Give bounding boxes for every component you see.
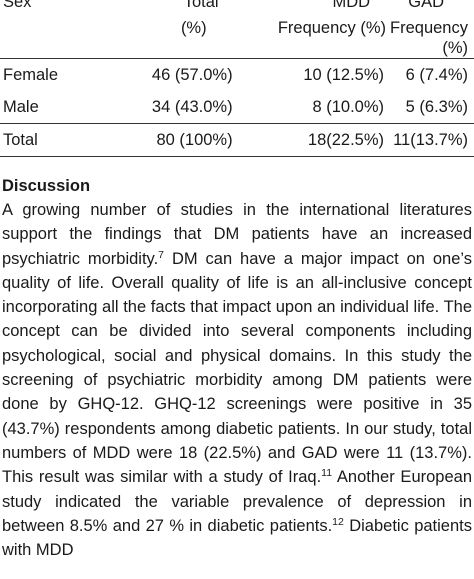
body-paragraph: A growing number of studies in the inter… [2,198,472,562]
paragraph-text: A growing number of studies in the inter… [2,201,472,268]
subheader-sex [0,15,81,59]
table-header-row: Sex Total MDD GAD [0,0,474,15]
header-sex: Sex [3,0,32,11]
cell-total: 80 (100%) [80,123,239,157]
cell-mdd: 18(22.5%) [238,123,391,157]
table-subheader-row: (%) Frequency (%) Frequency (%) [0,15,474,59]
cell-total: 46 (57.0%) [151,66,233,84]
header-mdd: MDD [332,0,371,11]
cell-sex: Male [3,98,39,116]
cell-sex: Female [3,66,59,84]
paragraph-text: DM can have a major impact on one’s qual… [2,249,473,487]
cell-gad: 6 (7.4%) [405,66,468,84]
subheader-gad-unit: Frequency (%) [390,15,474,59]
prevalence-table: Sex Total MDD GAD (%) Frequency (%) Freq… [0,0,474,157]
table-total-row: Total 80 (100%) 18(22.5%) 11(13.7%) [0,123,474,157]
cell-mdd: 8 (10.0%) [312,98,385,116]
discussion-section: Discussion A growing number of studies i… [2,174,472,562]
citation-ref: 12 [332,515,344,528]
table-row: Male 34 (43.0%) 8 (10.0%) 5 (6.3%) [0,91,474,124]
paragraph-text: Another European study indicated the var… [2,468,472,535]
table-row: Female 46 (57.0%) 10 (12.5%) 6 (7.4%) [0,59,474,92]
paragraph-text: Diabetic patients with MDD [2,516,472,560]
subheader-total-unit: (%) [80,15,239,59]
section-heading: Discussion [2,177,91,195]
cell-gad: 11(13.7%) [390,123,474,157]
subheader-mdd-unit: Frequency (%) [238,15,391,59]
header-total: Total [183,0,219,11]
cell-total: 34 (43.0%) [151,98,233,116]
citation-ref: 7 [158,248,165,261]
cell-sex: Total [0,123,81,157]
citation-ref: 11 [321,467,333,480]
header-gad: GAD [408,0,444,11]
cell-gad: 5 (6.3%) [405,98,468,116]
cell-mdd: 10 (12.5%) [303,66,385,84]
